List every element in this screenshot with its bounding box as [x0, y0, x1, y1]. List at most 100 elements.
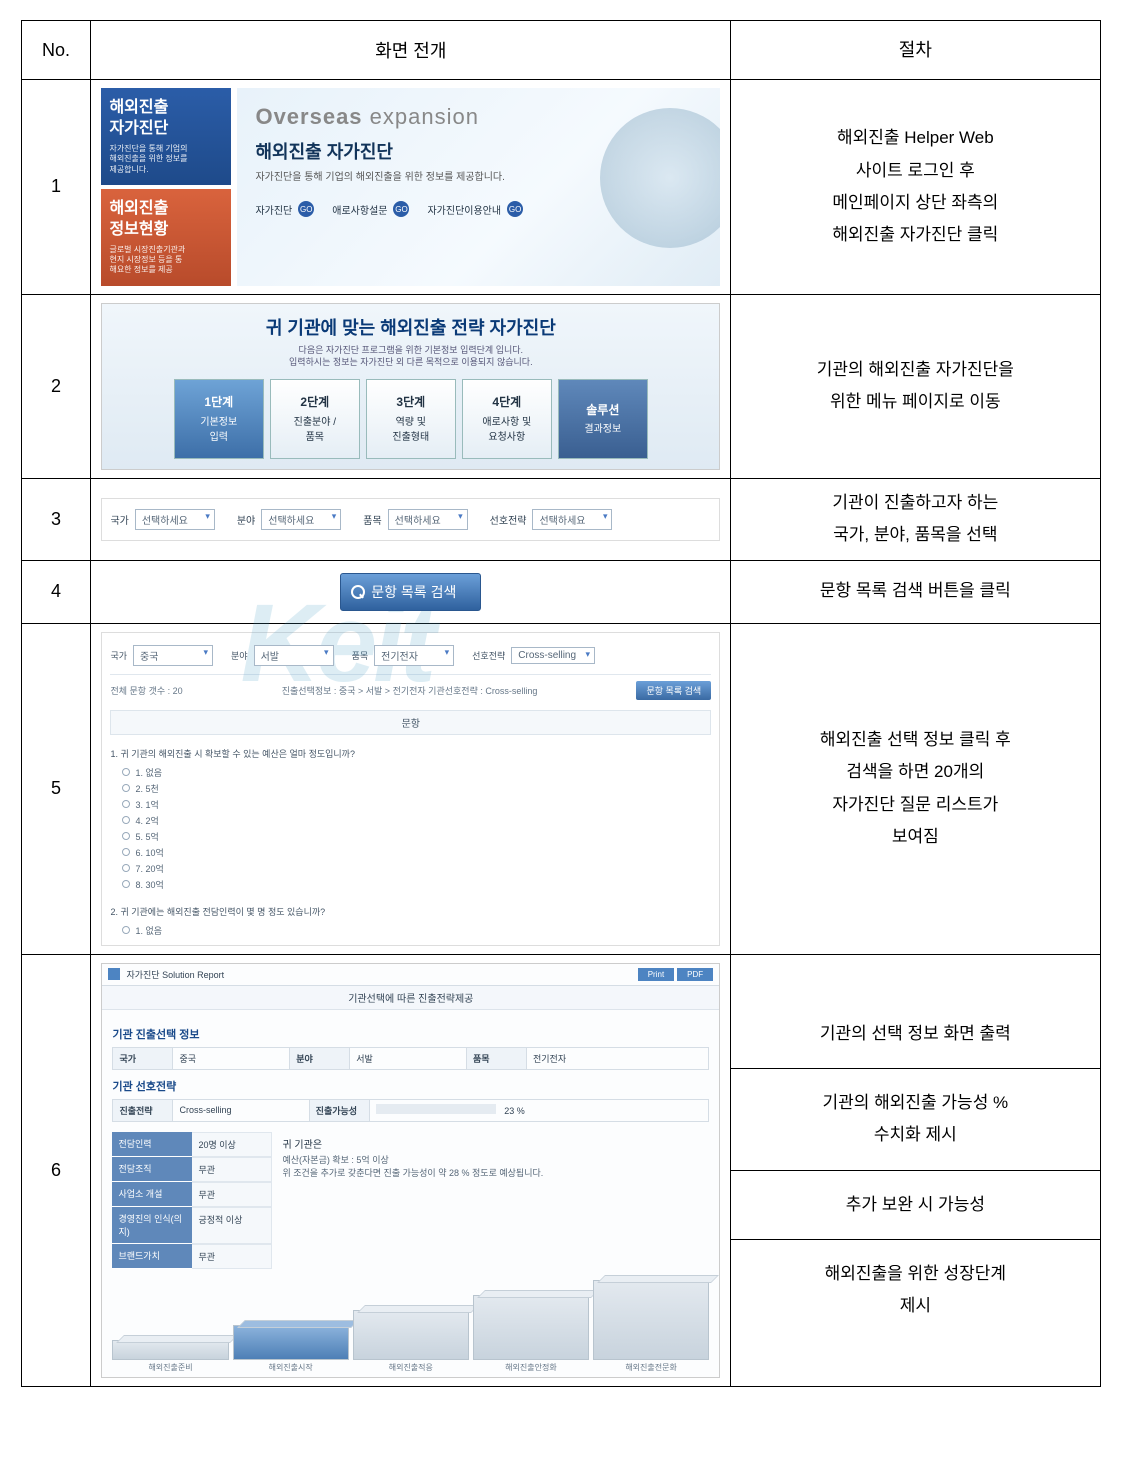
- screenshot-solution-report: 자가진단 Solution Report Print PDF 기관선택에 따른 …: [101, 963, 720, 1378]
- btn-survey[interactable]: 애로사항설문GO: [332, 201, 409, 217]
- strategy-right-body: 예산(자본금) 확보 : 5억 이상 위 조건을 추가로 갖춘다면 진출 가능성…: [282, 1154, 699, 1181]
- filter-select-선호전략[interactable]: Cross-selling: [511, 647, 595, 664]
- q1-option-8[interactable]: 8. 30억: [122, 878, 711, 891]
- report-icon: [108, 968, 120, 980]
- procedure-table: No. 화면 전개 절차 1 해외진출 자가진단 자가진단을 통해 기업의 해외…: [21, 20, 1101, 1387]
- filter-select-국가[interactable]: 중국: [133, 645, 213, 666]
- q1-option-2[interactable]: 2. 5천: [122, 782, 711, 795]
- globe-graphic: [600, 108, 720, 248]
- search-questions-button[interactable]: 문항 목록 검색: [340, 573, 481, 611]
- prob-table: 진출전략Cross-selling 진출가능성 23 %: [112, 1099, 709, 1122]
- radio-icon: [122, 926, 130, 934]
- screenshot-step-menu: 귀 기관에 맞는 해외진출 전략 자가진단 다음은 자가진단 프로그램을 위한 …: [101, 303, 720, 470]
- sec-strategy-title: 기관 선호전략: [112, 1078, 709, 1094]
- info-table: 국가중국 분야서발 품목전기전자: [112, 1047, 709, 1070]
- row-2: 2 귀 기관에 맞는 해외진출 전략 자가진단 다음은 자가진단 프로그램을 위…: [21, 294, 1100, 478]
- stair-5: 해외진출전문화: [593, 1280, 709, 1373]
- radio-icon: [122, 864, 130, 872]
- go-icon: GO: [298, 201, 314, 217]
- select-group-품목: 품목 선택하세요: [363, 509, 467, 530]
- btn-selfcheck[interactable]: 자가진단GO: [255, 201, 314, 217]
- row6-proc-1: 기관의 선택 정보 화면 출력: [731, 1000, 1099, 1069]
- q1-option-5[interactable]: 5. 5억: [122, 830, 711, 843]
- stair-2: 해외진출시작: [233, 1325, 349, 1373]
- row4-screen: 문항 목록 검색: [91, 560, 731, 623]
- row-1: 1 해외진출 자가진단 자가진단을 통해 기업의 해외진출을 위한 정보를 제공…: [21, 80, 1100, 295]
- row1-proc: 해외진출 Helper Web 사이트 로그인 후 메인페이지 상단 좌측의 해…: [731, 80, 1100, 295]
- q1-option-4[interactable]: 4. 2억: [122, 814, 711, 827]
- row1-screen: 해외진출 자가진단 자가진단을 통해 기업의 해외진출을 위한 정보를 제공합니…: [91, 80, 731, 295]
- row6-proc-3: 추가 보완 시 가능성: [731, 1170, 1099, 1239]
- step-box-5[interactable]: 솔루션결과정보: [558, 379, 648, 459]
- btn-guide[interactable]: 자가진단이용안내GO: [427, 201, 523, 217]
- q1-option-1[interactable]: 1. 없음: [122, 766, 711, 779]
- q2-option[interactable]: 1. 없음: [122, 924, 711, 937]
- radio-icon: [122, 880, 130, 888]
- select-선호전략[interactable]: 선택하세요: [532, 509, 612, 530]
- growth-stairs-chart: 해외진출준비해외진출시작해외진출적응해외진출안정화해외진출전문화: [102, 1277, 719, 1377]
- sec-info-title: 기관 진출선택 정보: [112, 1026, 709, 1042]
- sidecard-selfcheck-sub: 자가진단을 통해 기업의 해외진출을 위한 정보를 제공합니다.: [109, 144, 223, 175]
- filter-label: 국가: [110, 649, 127, 662]
- report-title: 자가진단 Solution Report: [126, 968, 224, 981]
- radio-icon: [122, 784, 130, 792]
- probability-bar: [376, 1104, 496, 1114]
- filter-label: 분야: [231, 649, 248, 662]
- select-분야[interactable]: 선택하세요: [261, 509, 341, 530]
- question-2: 2. 귀 기관에는 해외진출 전담인력이 몇 명 정도 있습니까?: [110, 901, 711, 924]
- select-국가[interactable]: 선택하세요: [135, 509, 215, 530]
- select-group-분야: 분야 선택하세요: [237, 509, 341, 530]
- screenshot-search-btn: 문항 목록 검색: [101, 569, 720, 615]
- row5-proc: 해외진출 선택 정보 클릭 후 검색을 하면 20개의 자가진단 질문 리스트가…: [731, 623, 1100, 954]
- mini-search-button[interactable]: 문항 목록 검색: [636, 681, 711, 700]
- screenshot-selectors: 국가선택하세요분야선택하세요품목선택하세요선호전략선택하세요: [101, 498, 720, 541]
- header-screen: 화면 전개: [91, 21, 731, 80]
- q1-option-3[interactable]: 3. 1억: [122, 798, 711, 811]
- select-group-선호전략: 선호전략선택하세요: [490, 509, 613, 530]
- screenshot-main-page: 해외진출 자가진단 자가진단을 통해 기업의 해외진출을 위한 정보를 제공합니…: [101, 88, 720, 286]
- q1-option-7[interactable]: 7. 20억: [122, 862, 711, 875]
- question-1: 1. 귀 기관의 해외진출 시 확보할 수 있는 예산은 얼마 정도입니까?: [110, 743, 711, 766]
- row3-screen: 국가선택하세요분야선택하세요품목선택하세요선호전략선택하세요: [91, 478, 731, 560]
- row5-no: 5: [21, 623, 91, 954]
- row3-no: 3: [21, 478, 91, 560]
- strategy-row-4: 경영진의 인식(의지)긍정적 이상: [112, 1207, 272, 1244]
- stair-4: 해외진출안정화: [473, 1295, 589, 1373]
- question-header: 문항: [110, 710, 711, 735]
- row6-no: 6: [21, 954, 91, 1386]
- crumb-path: 진출선택정보 : 중국 > 서발 > 전기전자 기관선호전략 : Cross-s…: [282, 684, 538, 697]
- step-box-1[interactable]: 1단계기본정보 입력: [174, 379, 264, 459]
- tab-btn-2[interactable]: PDF: [677, 968, 713, 981]
- step-box-4[interactable]: 4단계애로사항 및 요청사항: [462, 379, 552, 459]
- strategy-right-head: 귀 기관은: [282, 1136, 699, 1151]
- radio-icon: [122, 800, 130, 808]
- sidecard-selfcheck-title: 해외진출 자가진단: [109, 98, 223, 140]
- tab-btn-1[interactable]: Print: [638, 968, 674, 981]
- row6-proc: 기관의 선택 정보 화면 출력 기관의 해외진출 가능성 % 수치화 제시 추가…: [731, 954, 1100, 1386]
- filter-select-분야[interactable]: 서발: [254, 645, 334, 666]
- header-no: No.: [21, 21, 91, 80]
- select-품목[interactable]: 선택하세요: [388, 509, 468, 530]
- sidecard-info-title: 해외진출 정보현황: [109, 199, 223, 241]
- header-proc: 절차: [731, 21, 1100, 80]
- select-group-국가: 국가 선택하세요: [110, 509, 214, 530]
- row-5: 5 국가중국분야서발품목전기전자선호전략Cross-selling 전체 문항 …: [21, 623, 1100, 954]
- row6-proc-4: 해외진출을 위한 성장단계 제시: [731, 1239, 1099, 1340]
- select-label: 국가: [110, 512, 128, 527]
- row2-proc: 기관의 해외진출 자가진단을 위한 메뉴 페이지로 이동: [731, 294, 1100, 478]
- filter-label: 품목: [352, 649, 369, 662]
- sidecard-selfcheck[interactable]: 해외진출 자가진단 자가진단을 통해 기업의 해외진출을 위한 정보를 제공합니…: [101, 88, 231, 185]
- row6-screen: 자가진단 Solution Report Print PDF 기관선택에 따른 …: [91, 954, 731, 1386]
- row6-proc-2: 기관의 해외진출 가능성 % 수치화 제시: [731, 1068, 1099, 1170]
- sidecard-info[interactable]: 해외진출 정보현황 글로벌 시장진출기관과 현지 시장정보 등을 통 해요한 정…: [101, 189, 231, 286]
- select-label: 품목: [363, 512, 381, 527]
- screenshot-question-list: 국가중국분야서발품목전기전자선호전략Cross-selling 전체 문항 갯수…: [101, 632, 720, 946]
- row-3: 3 국가선택하세요분야선택하세요품목선택하세요선호전략선택하세요 기관이 진출하…: [21, 478, 1100, 560]
- filter-select-품목[interactable]: 전기전자: [374, 645, 454, 666]
- row-6: 6 자가진단 Solution Report Print PDF 기관선택에 따…: [21, 954, 1100, 1386]
- step-box-3[interactable]: 3단계역량 및 진출형태: [366, 379, 456, 459]
- select-label: 분야: [237, 512, 255, 527]
- radio-icon: [122, 768, 130, 776]
- q1-option-6[interactable]: 6. 10억: [122, 846, 711, 859]
- step-box-2[interactable]: 2단계진출분야 / 품목: [270, 379, 360, 459]
